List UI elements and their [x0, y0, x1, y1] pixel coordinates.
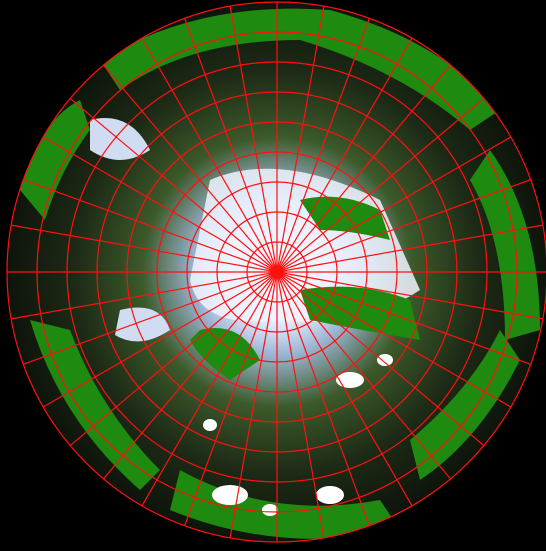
grid-spoke: [42, 136, 278, 273]
grid-spoke: [10, 271, 278, 320]
grid-spoke: [276, 271, 531, 365]
grid-spoke: [276, 271, 512, 408]
grid-spoke: [184, 271, 278, 526]
grid-spoke: [276, 271, 544, 320]
grid-spoke: [23, 179, 278, 273]
grid-spoke: [69, 271, 278, 447]
grid-spoke: [276, 271, 325, 539]
green-overlay: [20, 8, 540, 539]
center-mark: [270, 265, 284, 279]
grid-spoke: [276, 179, 531, 273]
grid-spoke: [276, 271, 452, 480]
grid-spoke: [23, 271, 278, 365]
grid-spoke: [141, 271, 278, 507]
grid-spoke: [102, 271, 278, 480]
grid-spoke: [276, 5, 325, 273]
grid-spoke: [276, 18, 370, 273]
grid-spoke: [141, 37, 278, 273]
grid-spoke: [229, 271, 278, 539]
sky-gap: [90, 118, 150, 160]
polar-grid: [6, 1, 546, 543]
grid-spoke: [276, 224, 544, 273]
grid-spoke: [276, 271, 370, 526]
grid-spoke: [69, 97, 278, 273]
grid-spoke: [276, 271, 485, 447]
grid-spoke: [276, 64, 452, 273]
grid-spoke: [10, 224, 278, 273]
grid-spoke: [184, 18, 278, 273]
canopy: [20, 8, 540, 539]
grid-spoke: [42, 271, 278, 408]
grid-spoke: [229, 5, 278, 273]
grid-spoke: [276, 136, 512, 273]
grid-spoke: [276, 97, 485, 273]
grid-spoke: [276, 37, 413, 273]
grid-spoke: [276, 271, 413, 507]
grid-spoke: [102, 64, 278, 273]
